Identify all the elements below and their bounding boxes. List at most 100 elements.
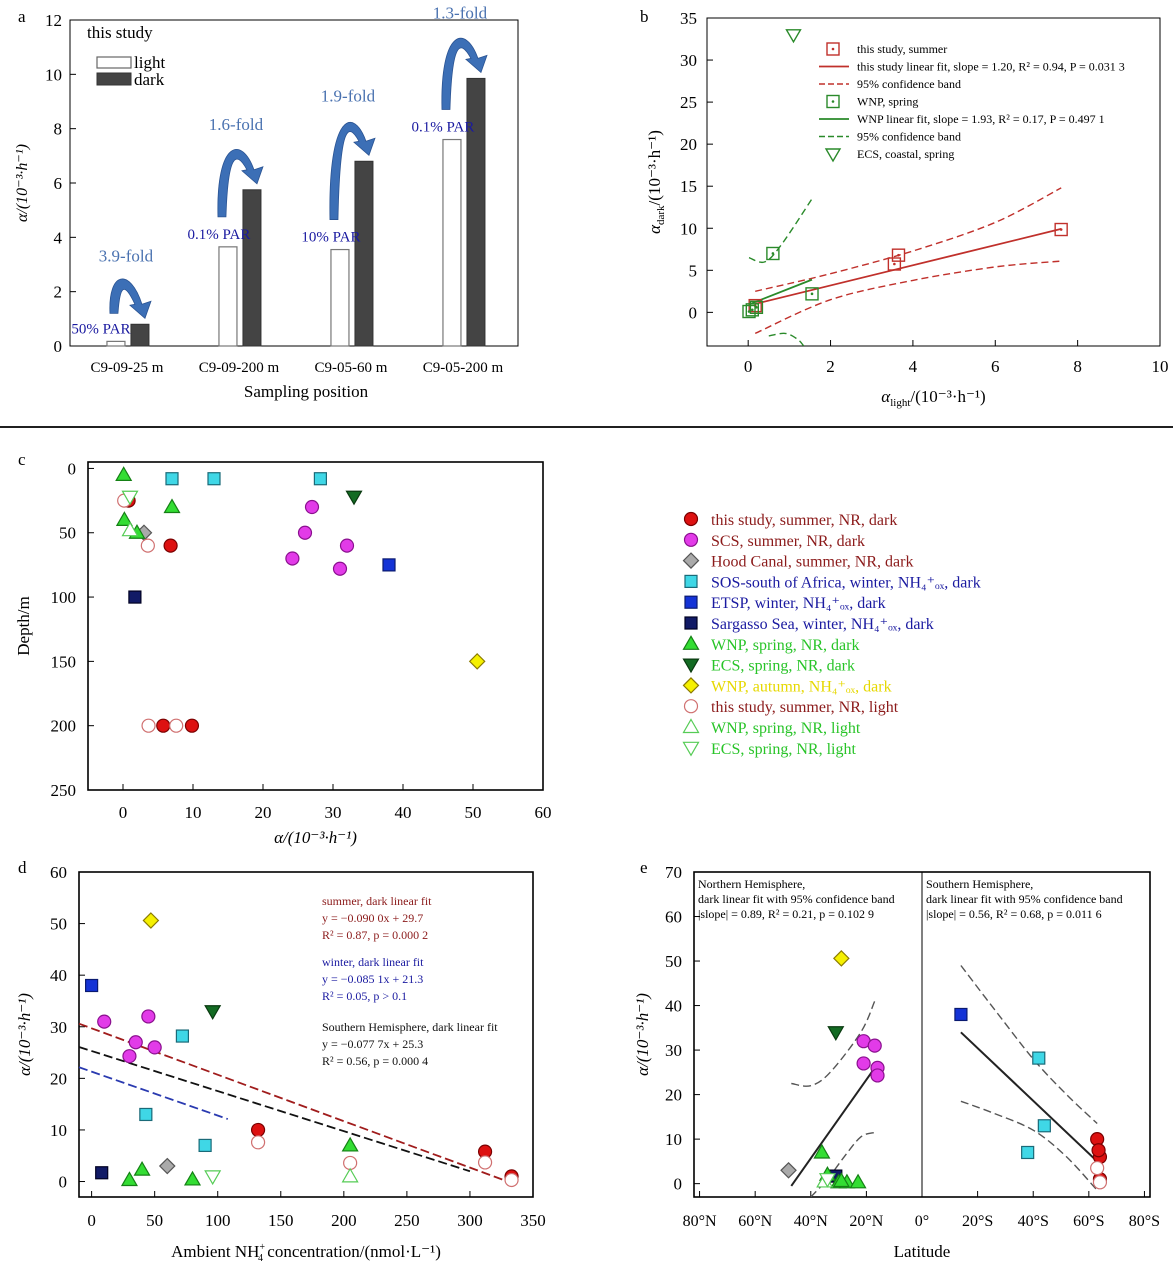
- legend-marker: [684, 595, 698, 609]
- y-tick-label: 100: [51, 588, 77, 607]
- x-tick-label: 40°N: [794, 1213, 828, 1230]
- data-point: [163, 538, 178, 553]
- data-point: [341, 1167, 359, 1183]
- data-point: [477, 1155, 493, 1170]
- data-point: [169, 718, 184, 733]
- x-tick-label: 350: [520, 1211, 546, 1230]
- data-point: [870, 1068, 885, 1083]
- annotation-line: y = −0.090 0x + 29.7: [322, 911, 423, 925]
- x-tick-label: 20°N: [849, 1213, 883, 1230]
- x-tick-label: 150: [268, 1211, 294, 1230]
- green-confidence-upper: [748, 198, 813, 264]
- panel-letter-c: c: [18, 450, 26, 469]
- data-point: [813, 1143, 831, 1159]
- this-study-point: [891, 248, 906, 262]
- y-axis-label: Depth/m: [14, 596, 33, 656]
- legend-marker: [684, 616, 698, 630]
- data-point: [833, 950, 850, 967]
- legend-label: Hood Canal, summer, NR, dark: [711, 554, 913, 571]
- data-point: [122, 1049, 137, 1064]
- y-tick-label: 20: [50, 1069, 67, 1088]
- y-tick-label: 4: [54, 228, 63, 247]
- north-fit-line: [790, 1067, 876, 1187]
- data-point: [184, 718, 200, 733]
- north-band-upper: [791, 1000, 876, 1087]
- y-tick-label: 50: [665, 952, 682, 971]
- y-tick-label: 10: [45, 65, 62, 84]
- data-point: [140, 538, 155, 553]
- annotation-line: y = −0.085 1x + 21.3: [322, 972, 423, 986]
- y-axis-label: α/(10⁻³·h⁻¹): [14, 144, 31, 222]
- bar-dark: [354, 160, 374, 347]
- x-tick-label: C9-05-200 m: [423, 360, 504, 376]
- x-tick-label: 10: [1152, 357, 1169, 376]
- x-axis-label-sub: light: [890, 397, 910, 409]
- data-point: [1090, 1160, 1105, 1176]
- annotation-line: R² = 0.87, p = 0.000 2: [322, 928, 428, 942]
- legend-label: ECS, coastal, spring: [857, 147, 954, 161]
- panel-letter-a: a: [18, 7, 26, 26]
- plot-area: [742, 29, 1068, 346]
- bar-dark: [466, 77, 486, 347]
- legend-label: WNP, autumn, NH₄⁺ₒₓ, dark: [711, 678, 892, 695]
- x-tick-label: C9-05-60 m: [314, 360, 387, 376]
- ecs-point: [785, 29, 802, 44]
- legend-label: ECS, spring, NR, dark: [711, 658, 855, 675]
- fit-line: [78, 1022, 509, 1183]
- fold-label: 1.3-fold: [433, 3, 488, 22]
- data-point: [832, 1172, 850, 1188]
- y-tick-label: 30: [50, 1018, 67, 1037]
- data-point: [304, 499, 320, 515]
- y-tick-label: 60: [50, 863, 67, 882]
- x-tick-label: 80°S: [1129, 1213, 1160, 1230]
- y-tick-label: 12: [45, 11, 62, 30]
- data-point: [128, 1035, 143, 1050]
- data-point: [95, 1166, 109, 1180]
- x-axis-label: Sampling position: [244, 382, 369, 401]
- annotation-line: winter, dark linear fit: [322, 955, 424, 969]
- bar-dark: [130, 323, 150, 347]
- y-tick-label: 0: [68, 459, 77, 478]
- plot-area: [780, 950, 1108, 1197]
- x-tick-label: 200: [331, 1211, 357, 1230]
- bar-light: [106, 340, 126, 347]
- legend-marker: [683, 699, 699, 714]
- data-point: [382, 558, 396, 572]
- x-axis-label-rest: /(10⁻³·h⁻¹): [910, 387, 985, 406]
- legend-label: WNP linear fit, slope = 1.93, R² = 0.17,…: [857, 112, 1105, 126]
- data-point: [204, 1170, 222, 1186]
- wnp-point-dot: [755, 306, 758, 309]
- legend-marker-dot: [831, 100, 835, 103]
- x-tick-label: 0: [119, 803, 128, 822]
- legend-label-light: light: [134, 53, 165, 72]
- y-axis-label: α/(10⁻³·h⁻¹): [633, 993, 652, 1076]
- north-annotation-line: Northern Hemisphere,: [698, 877, 805, 891]
- x-tick-label: 20°S: [962, 1213, 993, 1230]
- x-tick-label: 300: [457, 1211, 483, 1230]
- legend-marker: [683, 511, 699, 527]
- legend-marker: [682, 677, 700, 694]
- legend-label: WNP, spring: [857, 95, 918, 109]
- data-point: [204, 1005, 222, 1020]
- data-point: [165, 472, 179, 486]
- wnp-point: [805, 287, 819, 301]
- bar-light: [218, 246, 238, 347]
- x-axis-label-sup: +: [259, 1242, 265, 1253]
- x-tick-label: 100: [205, 1211, 231, 1230]
- data-point: [1092, 1175, 1108, 1190]
- panel-c-scatter-chart: 0 10 20 30 40 50 60 0 50 100 150 200 250 α/(10⁻³·h⁻¹)…: [14, 459, 552, 847]
- panel-letter-e: e: [640, 858, 648, 877]
- y-axis-label-main: α: [645, 224, 664, 234]
- panel-d-scatter-chart: 0 50 100 150 200 250 300 350 0 10 20 30 40 50 60 Ambien…: [15, 863, 546, 1264]
- this-study-point: [887, 257, 902, 271]
- data-point: [780, 1161, 797, 1179]
- plot-frame: [78, 871, 534, 1198]
- bar-light: [442, 138, 462, 347]
- par-label: 10% PAR: [301, 230, 360, 246]
- x-tick-label: C9-09-200 m: [199, 360, 280, 376]
- red-confidence-lower: [754, 260, 1062, 335]
- wnp-point-dot: [747, 310, 751, 313]
- par-label: 50% PAR: [71, 321, 130, 337]
- y-tick-label: 250: [51, 781, 77, 800]
- legend-label: ETSP, winter, NH₄⁺ₒₓ, dark: [711, 595, 886, 612]
